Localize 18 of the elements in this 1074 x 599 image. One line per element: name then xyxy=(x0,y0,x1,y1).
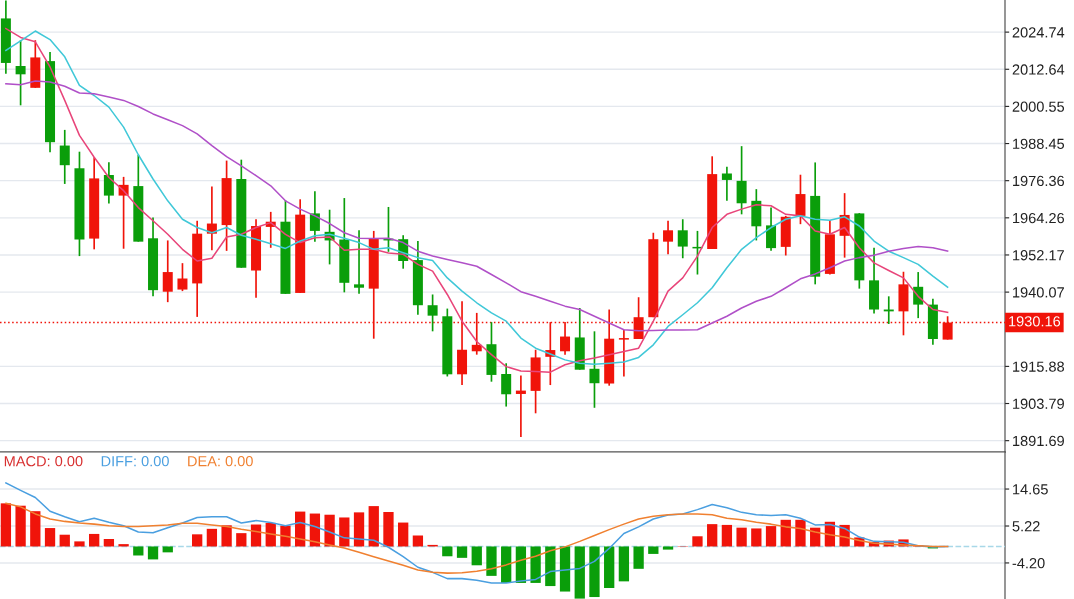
y-tick-label: 1988.45 xyxy=(1013,138,1065,149)
text: MACD: 0.00 xyxy=(4,456,83,467)
y-tick-label: 2000.55 xyxy=(1012,101,1065,112)
y-tick-label: 14.65 xyxy=(1013,484,1048,495)
y-tick-label: 1915.88 xyxy=(1013,361,1065,372)
y-tick-label: 5.22 xyxy=(1012,521,1040,532)
y-tick-label: 1976.36 xyxy=(1013,175,1065,187)
y-tick-label: 1903.79 xyxy=(1013,398,1064,409)
ref-line-label: 1930.16 xyxy=(1009,316,1061,327)
y-tick-label: 1940.07 xyxy=(1013,287,1064,298)
y-tick-label: 1952.17 xyxy=(1013,250,1064,261)
text: DEA: 0.00 xyxy=(188,456,253,467)
y-tick-label: 1964.26 xyxy=(1013,212,1065,224)
y-tick-label: 1891.69 xyxy=(1013,435,1064,447)
text: DIFF: 0.00 xyxy=(101,456,169,467)
y-tick-label: -4.20 xyxy=(1012,558,1045,569)
y-tick-label: 2012.64 xyxy=(1012,64,1065,75)
y-tick-label: 2024.74 xyxy=(1012,27,1065,38)
